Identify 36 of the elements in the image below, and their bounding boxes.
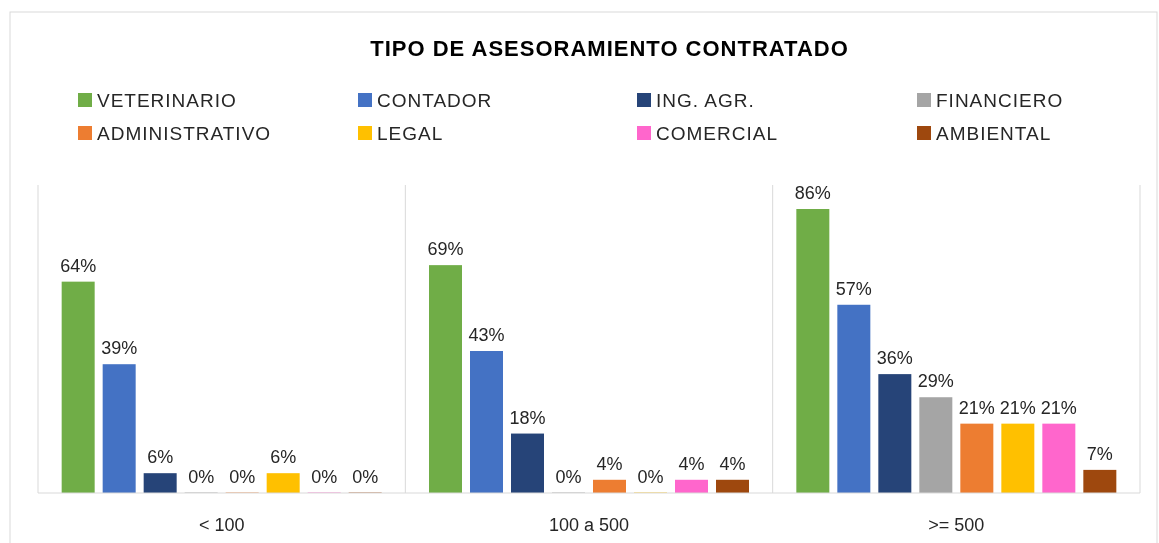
legend-label: VETERINARIO	[97, 90, 237, 111]
x-tick-label: >= 500	[928, 515, 985, 535]
data-label: 0%	[188, 467, 215, 487]
x-tick-label: < 100	[198, 515, 245, 535]
data-label: 18%	[509, 407, 546, 428]
data-label: 0%	[229, 467, 256, 487]
data-label: 21%	[958, 397, 995, 418]
data-label: 0%	[555, 467, 582, 487]
legend-label: FINANCIERO	[936, 90, 1064, 111]
legend-label: COMERCIAL	[656, 123, 778, 144]
legend-label: ING. AGR.	[656, 90, 755, 111]
data-label: 7%	[1086, 443, 1113, 464]
data-label: 64%	[60, 255, 97, 276]
data-label: 6%	[270, 447, 297, 468]
data-label: 0%	[352, 467, 379, 487]
data-label: 69%	[427, 239, 464, 260]
chart-title: TIPO DE ASESORAMIENTO CONTRATADO	[370, 36, 849, 61]
data-label: 86%	[794, 183, 831, 203]
legend-label: CONTADOR	[377, 90, 493, 111]
legend-label: LEGAL	[377, 123, 444, 144]
data-label: 36%	[876, 348, 913, 369]
data-label: 21%	[1040, 397, 1077, 418]
x-tick-label: 100 a 500	[548, 515, 630, 535]
data-label: 6%	[147, 447, 174, 468]
data-label: 4%	[678, 453, 705, 474]
legend-label: ADMINISTRATIVO	[97, 123, 272, 144]
data-label: 4%	[596, 453, 623, 474]
data-label: 0%	[311, 467, 338, 487]
legend-label: AMBIENTAL	[936, 123, 1052, 144]
data-label: 0%	[637, 467, 664, 487]
data-label: 43%	[468, 325, 505, 345]
data-label: 21%	[999, 397, 1036, 418]
data-label: 29%	[917, 371, 954, 392]
data-label: 39%	[101, 338, 138, 359]
data-label: 57%	[835, 278, 872, 299]
data-label: 4%	[719, 453, 746, 474]
